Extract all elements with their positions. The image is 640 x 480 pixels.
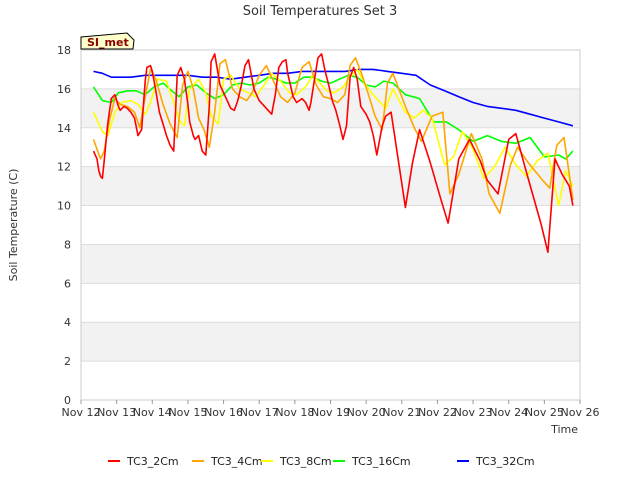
chart-title: Soil Temperatures Set 3 — [243, 4, 398, 19]
series-line-TC3_32Cm — [93, 68, 574, 127]
x-tick-label: Nov 17 — [240, 406, 279, 419]
series-layer — [92, 53, 574, 253]
y-axis-label: Soil Temperature (C) — [7, 169, 20, 282]
band — [81, 166, 580, 206]
x-tick-label: Nov 12 — [62, 406, 101, 419]
x-tick-label: Nov 19 — [311, 406, 350, 419]
series-line-TC3_2Cm — [92, 53, 574, 253]
x-tick-label: Nov 20 — [347, 406, 386, 419]
x-axis-label: Time — [550, 423, 578, 436]
legend-label: TC3_8Cm — [279, 455, 332, 468]
y-axis-ticks: 0 2 4 6 8 10 12 14 16 18 — [57, 44, 71, 407]
y-tick-label: 6 — [64, 277, 71, 290]
y-tick-label: 4 — [64, 316, 71, 329]
series-line-TC3_16Cm — [92, 74, 574, 160]
legend: TC3_2Cm TC3_4Cm TC3_8Cm TC3_16Cm TC3_32Cm — [108, 455, 535, 468]
x-tick-label: Nov 26 — [561, 406, 600, 419]
y-tick-label: 10 — [57, 200, 71, 213]
x-tick-label: Nov 18 — [275, 406, 314, 419]
legend-label: TC3_4Cm — [210, 455, 263, 468]
y-tick-label: 8 — [64, 238, 71, 251]
x-tick-label: Nov 15 — [168, 406, 207, 419]
x-tick-label: Nov 25 — [525, 406, 564, 419]
y-tick-label: 12 — [57, 161, 71, 174]
band — [81, 322, 580, 362]
y-tick-label: 18 — [57, 44, 71, 57]
x-tick-label: Nov 22 — [418, 406, 457, 419]
site-label-badge: SI_met — [80, 32, 135, 50]
y-tick-label: 16 — [57, 83, 71, 96]
y-tick-label: 0 — [64, 394, 71, 407]
x-tick-label: Nov 21 — [382, 406, 421, 419]
series-line-TC3_8Cm — [92, 68, 574, 207]
site-label-box — [80, 32, 135, 50]
band — [81, 244, 580, 284]
legend-label: TC3_2Cm — [126, 455, 179, 468]
y-tick-label: 14 — [57, 122, 71, 135]
x-tick-label: Nov 24 — [489, 406, 528, 419]
x-tick-label: Nov 13 — [97, 406, 136, 419]
x-tick-label: Nov 14 — [133, 406, 172, 419]
site-label-text: SI_met — [87, 36, 129, 49]
x-tick-label: Nov 23 — [454, 406, 493, 419]
legend-label: TC3_16Cm — [351, 455, 411, 468]
legend-label: TC3_32Cm — [475, 455, 535, 468]
x-tick-label: Nov 16 — [204, 406, 243, 419]
background-bands — [81, 88, 580, 362]
y-tick-label: 2 — [64, 355, 71, 368]
